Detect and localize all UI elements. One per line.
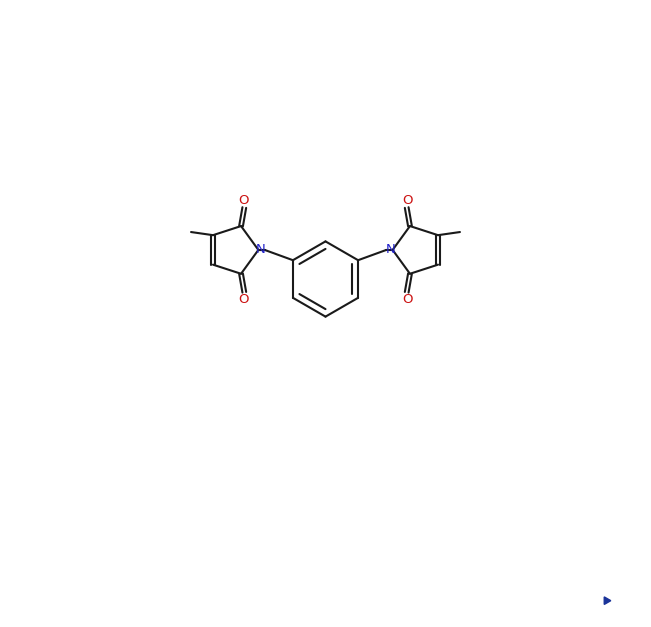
Text: O: O <box>402 293 413 307</box>
Text: N: N <box>255 243 265 256</box>
Text: O: O <box>238 293 249 307</box>
Text: N: N <box>386 243 396 256</box>
Text: O: O <box>402 194 413 206</box>
Text: O: O <box>238 194 249 206</box>
Polygon shape <box>604 597 611 604</box>
